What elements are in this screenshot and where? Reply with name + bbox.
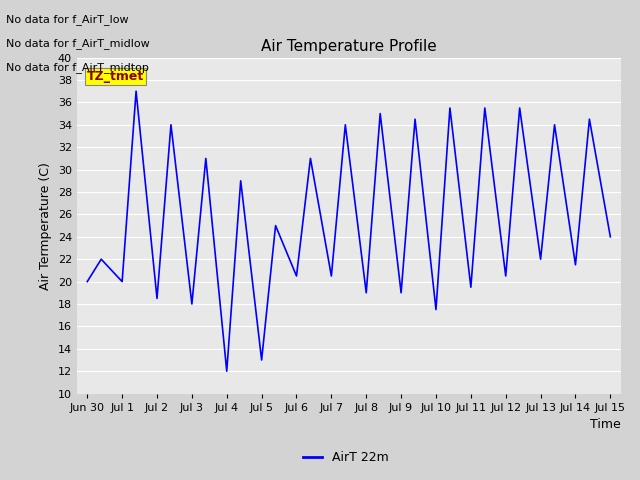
Legend: AirT 22m: AirT 22m: [298, 446, 394, 469]
X-axis label: Time: Time: [590, 418, 621, 431]
Y-axis label: Air Termperature (C): Air Termperature (C): [39, 162, 52, 289]
Text: No data for f_AirT_low: No data for f_AirT_low: [6, 14, 129, 25]
Text: No data for f_AirT_midlow: No data for f_AirT_midlow: [6, 38, 150, 49]
Title: Air Temperature Profile: Air Temperature Profile: [261, 39, 436, 54]
Text: No data for f_AirT_midtop: No data for f_AirT_midtop: [6, 62, 149, 73]
Text: TZ_tmet: TZ_tmet: [87, 70, 145, 83]
